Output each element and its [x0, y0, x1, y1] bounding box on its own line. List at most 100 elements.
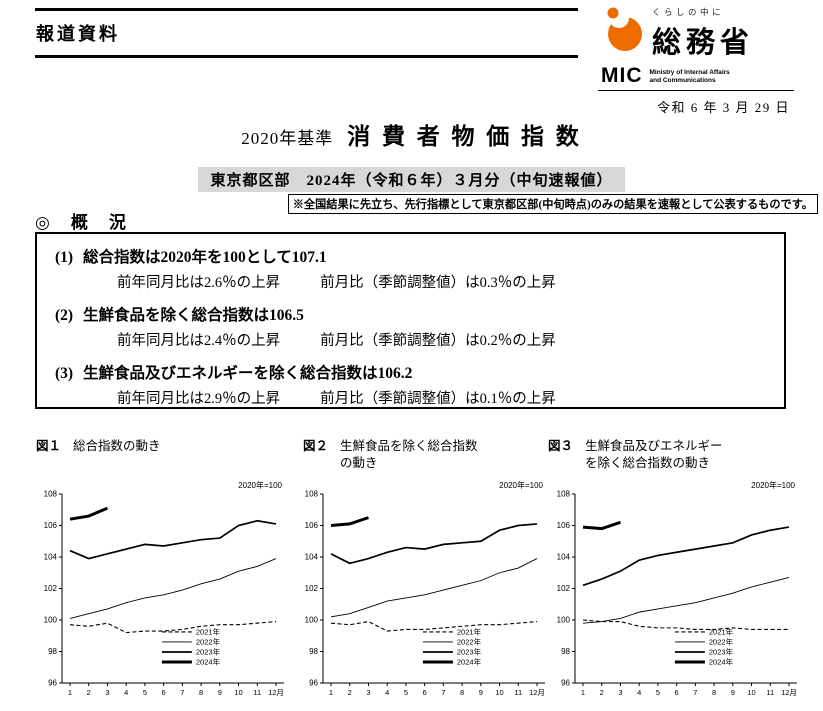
index-value-text: は2020年を100として107.1: [145, 249, 327, 266]
svg-text:2021年: 2021年: [709, 626, 734, 636]
svg-text:100: 100: [44, 616, 58, 625]
svg-text:106: 106: [557, 521, 571, 530]
overview-summary-box: (1) 総合指数は2020年を100として107.1 前年同月比は2.6％の上昇前…: [35, 232, 786, 409]
overview-item-2-line1: (2) 生鮮食品を除く総合指数は106.5: [55, 303, 784, 325]
mic-logo-icon: [607, 7, 642, 51]
svg-text:1: 1: [581, 688, 585, 697]
svg-text:1: 1: [68, 688, 72, 697]
svg-text:2024年: 2024年: [457, 656, 482, 666]
svg-text:11: 11: [514, 688, 522, 697]
svg-text:2022年: 2022年: [196, 636, 221, 646]
figure1-name: 総合指数の動き: [73, 438, 161, 455]
figure1-name-line1: 総合指数の動き: [73, 439, 161, 453]
overview-item-3-line2: 前年同月比は2.9％の上昇 前月比（季節調整値）は0.1％の上昇: [55, 387, 784, 408]
mic-full-name: Ministry of Internal Affairs and Communi…: [650, 64, 730, 85]
svg-text:108: 108: [305, 490, 319, 499]
mic-full-name-line2: and Communications: [649, 76, 716, 84]
svg-text:102: 102: [305, 584, 319, 593]
svg-text:6: 6: [162, 688, 166, 697]
svg-text:6: 6: [423, 688, 427, 697]
svg-text:98: 98: [561, 647, 570, 656]
svg-text:3: 3: [366, 688, 370, 697]
subtitle-row: 東京都区部 2024年（令和６年）３月分（中旬速報値）: [0, 167, 823, 192]
yoy-change: 前年同月比は2.9％の上昇: [117, 391, 281, 407]
mic-full-name-line1: Ministry of Internal Affairs: [649, 69, 730, 76]
svg-text:104: 104: [305, 553, 319, 562]
mic-divider: [598, 90, 794, 91]
svg-text:2022年: 2022年: [457, 636, 482, 646]
chart-fig1-overall-index: 96 98 100 102 104 106 108 1 2 3 4 5 6 7 8 9 10 11 12月 2020年…: [36, 478, 288, 706]
svg-text:10: 10: [234, 688, 242, 697]
mic-abbr: MIC: [601, 64, 643, 87]
overview-item-2-line2: 前年同月比は2.4％の上昇 前月比（季節調整値）は0.2％の上昇: [55, 329, 784, 350]
svg-text:2020年=100: 2020年=100: [751, 480, 795, 490]
svg-text:2021年: 2021年: [196, 626, 221, 636]
overview-item-3: (3) 生鮮食品及びエネルギーを除く総合指数は106.2 前年同月比は2.9％の上…: [55, 361, 784, 408]
svg-text:104: 104: [44, 553, 58, 562]
svg-text:98: 98: [309, 647, 318, 656]
svg-text:2020年=100: 2020年=100: [499, 480, 543, 490]
mom-change: 前月比（季節調整値）は0.1％の上昇: [320, 391, 556, 407]
svg-text:12月: 12月: [529, 688, 545, 697]
figure3-name-line2: を除く総合指数の動き: [585, 455, 711, 470]
figure2-name: 生鮮食品を除く総合指数 の動き: [340, 438, 478, 472]
subtitle-highlight: 東京都区部 2024年（令和６年）３月分（中旬速報値）: [198, 167, 625, 192]
figure1-label: 図１: [36, 439, 62, 453]
item-number: (1): [55, 249, 74, 266]
svg-text:100: 100: [305, 616, 319, 625]
figure3-name-line1: 生鮮食品及びエネルギー: [585, 439, 723, 453]
ministry-logo-text: くらしの中に 総務省: [652, 6, 754, 61]
svg-text:2: 2: [87, 688, 91, 697]
figure1-title: 図１ 総合指数の動き: [36, 438, 161, 455]
mom-change: 前月比（季節調整値）は0.2％の上昇: [320, 333, 556, 349]
svg-text:4: 4: [385, 688, 389, 697]
release-date: 令和 6 年 3 月 29 日: [656, 100, 790, 115]
figure3-title: 図３ 生鮮食品及びエネルギー を除く総合指数の動き: [548, 438, 723, 472]
svg-text:2024年: 2024年: [709, 656, 734, 666]
svg-text:2023年: 2023年: [709, 646, 734, 656]
svg-text:8: 8: [199, 688, 203, 697]
overview-item-1: (1) 総合指数は2020年を100として107.1 前年同月比は2.6％の上昇前…: [55, 245, 784, 292]
ministry-name: 総務省: [652, 27, 755, 59]
item-number: (3): [55, 365, 74, 382]
svg-text:9: 9: [479, 688, 483, 697]
index-name: 生鮮食品及びエネルギーを除く総合指数: [83, 365, 363, 382]
header-divider: [35, 55, 578, 58]
svg-text:5: 5: [404, 688, 408, 697]
figure3-name: 生鮮食品及びエネルギー を除く総合指数の動き: [585, 438, 723, 472]
chart-fig2-ex-fresh-food: 96 98 100 102 104 106 108 1 2 3 4 5 6 7 8 9 10 11 12月 2020年…: [297, 478, 549, 706]
press-material-label: 報道資料: [36, 24, 120, 44]
svg-text:8: 8: [460, 688, 464, 697]
svg-text:4: 4: [637, 688, 641, 697]
advance-release-note: ※全国結果に先立ち、先行指標として東京都区部(中旬時点)のみの結果を速報として公…: [287, 194, 818, 214]
svg-text:2: 2: [348, 688, 352, 697]
overview-item-1-line1: (1) 総合指数は2020年を100として107.1: [55, 245, 784, 267]
overview-heading: ◎ 概 況: [35, 213, 128, 232]
svg-text:8: 8: [712, 688, 716, 697]
svg-text:102: 102: [557, 584, 571, 593]
yoy-change: 前年同月比は2.6％の上昇: [117, 275, 281, 291]
overview-item-1-line2: 前年同月比は2.6％の上昇 前月比（季節調整値）は0.3％の上昇: [55, 271, 784, 292]
svg-text:96: 96: [561, 679, 570, 688]
index-value-text: は106.5: [253, 307, 304, 324]
svg-text:106: 106: [44, 521, 58, 530]
svg-text:7: 7: [693, 688, 697, 697]
svg-text:1: 1: [329, 688, 333, 697]
svg-text:2023年: 2023年: [196, 646, 221, 656]
index-name: 総合指数: [83, 249, 146, 266]
svg-text:12月: 12月: [781, 688, 797, 697]
figure2-name-line2: の動き: [340, 455, 378, 470]
svg-text:7: 7: [180, 688, 184, 697]
overview-item-3-line1: (3) 生鮮食品及びエネルギーを除く総合指数は106.2: [55, 361, 784, 383]
overview-item-2: (2) 生鮮食品を除く総合指数は106.5 前年同月比は2.4％の上昇 前月比（季節…: [55, 303, 784, 350]
svg-text:2021年: 2021年: [457, 626, 482, 636]
figure3-label: 図３: [548, 439, 574, 453]
svg-text:2: 2: [600, 688, 604, 697]
yoy-change: 前年同月比は2.4％の上昇: [117, 333, 281, 349]
svg-text:104: 104: [557, 553, 571, 562]
svg-text:106: 106: [305, 521, 319, 530]
svg-text:9: 9: [731, 688, 735, 697]
logo-tagline: くらしの中に: [652, 7, 725, 17]
figure2-title: 図２ 生鮮食品を除く総合指数 の動き: [303, 438, 478, 472]
